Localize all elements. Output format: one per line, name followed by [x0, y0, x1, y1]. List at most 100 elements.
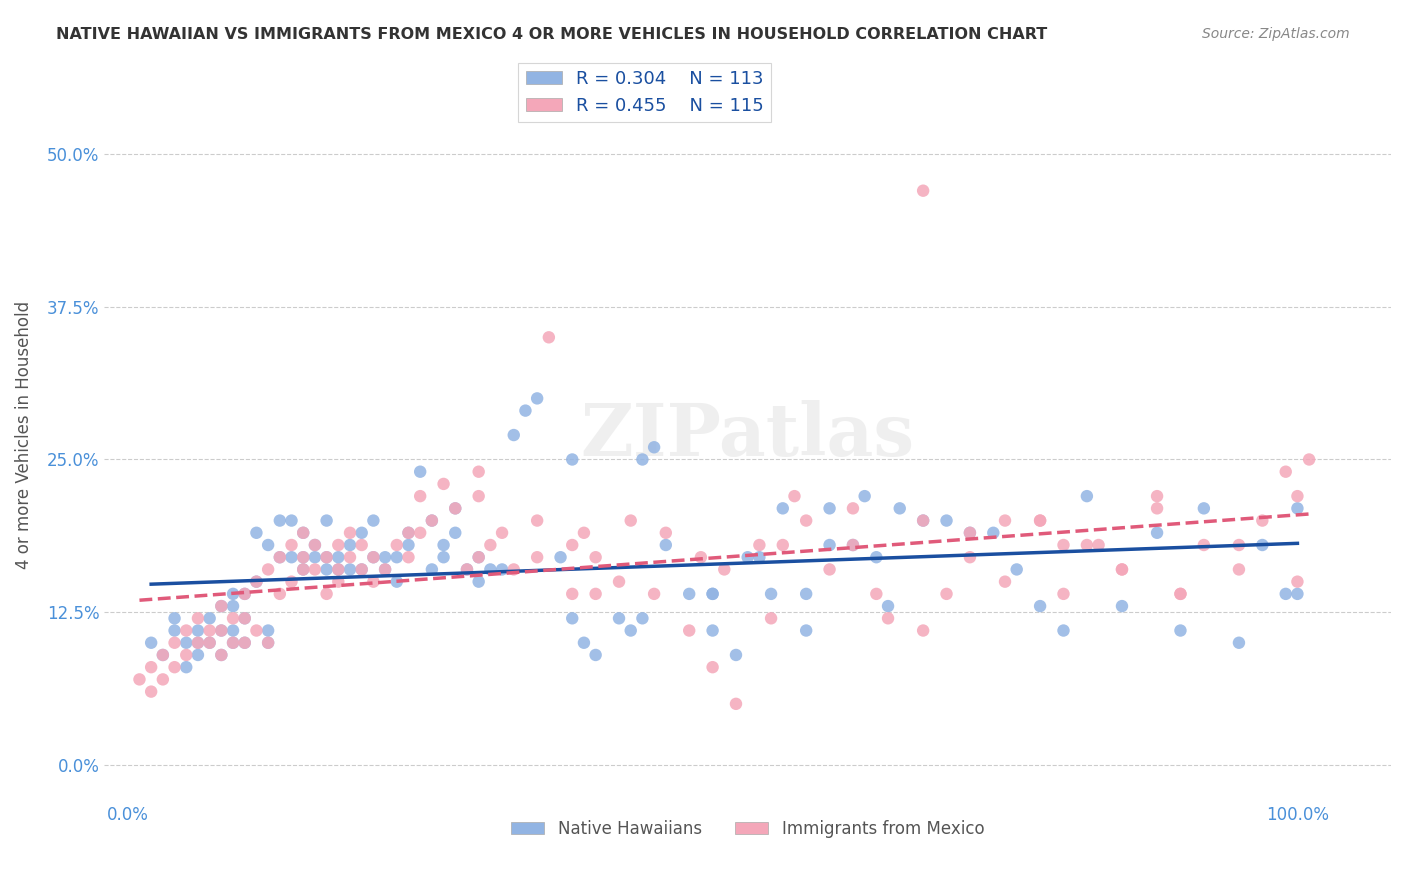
Point — [350, 562, 373, 576]
Point — [620, 624, 643, 638]
Point — [877, 599, 900, 613]
Point — [280, 550, 302, 565]
Point — [444, 501, 467, 516]
Point — [339, 525, 361, 540]
Point — [374, 562, 396, 576]
Point — [280, 538, 302, 552]
Point — [209, 624, 232, 638]
Point — [432, 550, 454, 565]
Point — [1076, 489, 1098, 503]
Point — [174, 648, 197, 662]
Point — [174, 660, 197, 674]
Point — [631, 452, 654, 467]
Point — [444, 525, 467, 540]
Point — [643, 440, 665, 454]
Point — [1274, 465, 1296, 479]
Point — [994, 574, 1017, 589]
Point — [526, 550, 548, 565]
Point — [269, 550, 291, 565]
Point — [374, 550, 396, 565]
Point — [467, 550, 489, 565]
Point — [561, 587, 583, 601]
Point — [1251, 538, 1274, 552]
Point — [1005, 562, 1028, 576]
Point — [187, 636, 209, 650]
Point — [550, 550, 572, 565]
Point — [292, 550, 315, 565]
Point — [1192, 501, 1215, 516]
Point — [245, 574, 267, 589]
Point — [328, 574, 350, 589]
Point — [772, 538, 794, 552]
Point — [526, 392, 548, 406]
Point — [187, 636, 209, 650]
Point — [385, 574, 408, 589]
Point — [502, 562, 524, 576]
Point — [1029, 599, 1052, 613]
Point — [304, 538, 326, 552]
Point — [209, 599, 232, 613]
Point — [467, 574, 489, 589]
Point — [759, 611, 782, 625]
Point — [467, 465, 489, 479]
Point — [187, 611, 209, 625]
Point — [420, 514, 443, 528]
Point — [350, 525, 373, 540]
Point — [1029, 514, 1052, 528]
Point — [292, 550, 315, 565]
Point — [141, 636, 163, 650]
Legend: Native Hawaiians, Immigrants from Mexico: Native Hawaiians, Immigrants from Mexico — [505, 814, 991, 845]
Point — [174, 636, 197, 650]
Point — [398, 525, 420, 540]
Point — [1146, 489, 1168, 503]
Point — [515, 403, 537, 417]
Point — [994, 514, 1017, 528]
Point — [420, 562, 443, 576]
Point — [479, 562, 502, 576]
Point — [1111, 562, 1133, 576]
Point — [561, 611, 583, 625]
Point — [209, 648, 232, 662]
Point — [257, 538, 280, 552]
Point — [702, 587, 724, 601]
Point — [620, 514, 643, 528]
Point — [526, 514, 548, 528]
Point — [1052, 587, 1074, 601]
Text: NATIVE HAWAIIAN VS IMMIGRANTS FROM MEXICO 4 OR MORE VEHICLES IN HOUSEHOLD CORREL: NATIVE HAWAIIAN VS IMMIGRANTS FROM MEXIC… — [56, 27, 1047, 42]
Point — [222, 636, 245, 650]
Point — [1146, 525, 1168, 540]
Point — [187, 648, 209, 662]
Point — [479, 538, 502, 552]
Point — [174, 624, 197, 638]
Point — [245, 574, 267, 589]
Point — [491, 525, 513, 540]
Point — [865, 587, 887, 601]
Point — [959, 550, 981, 565]
Point — [1286, 501, 1309, 516]
Point — [842, 501, 865, 516]
Point — [385, 550, 408, 565]
Point — [748, 538, 770, 552]
Point — [280, 514, 302, 528]
Point — [794, 624, 817, 638]
Point — [328, 562, 350, 576]
Point — [561, 538, 583, 552]
Point — [1146, 501, 1168, 516]
Point — [315, 514, 337, 528]
Point — [607, 611, 630, 625]
Point — [398, 550, 420, 565]
Point — [198, 611, 221, 625]
Point — [363, 550, 385, 565]
Point — [1286, 587, 1309, 601]
Point — [222, 636, 245, 650]
Point — [1170, 587, 1192, 601]
Point — [456, 562, 478, 576]
Point — [152, 648, 174, 662]
Point — [374, 562, 396, 576]
Point — [572, 636, 595, 650]
Point — [209, 624, 232, 638]
Point — [1251, 514, 1274, 528]
Point — [1170, 624, 1192, 638]
Point — [269, 550, 291, 565]
Point — [315, 550, 337, 565]
